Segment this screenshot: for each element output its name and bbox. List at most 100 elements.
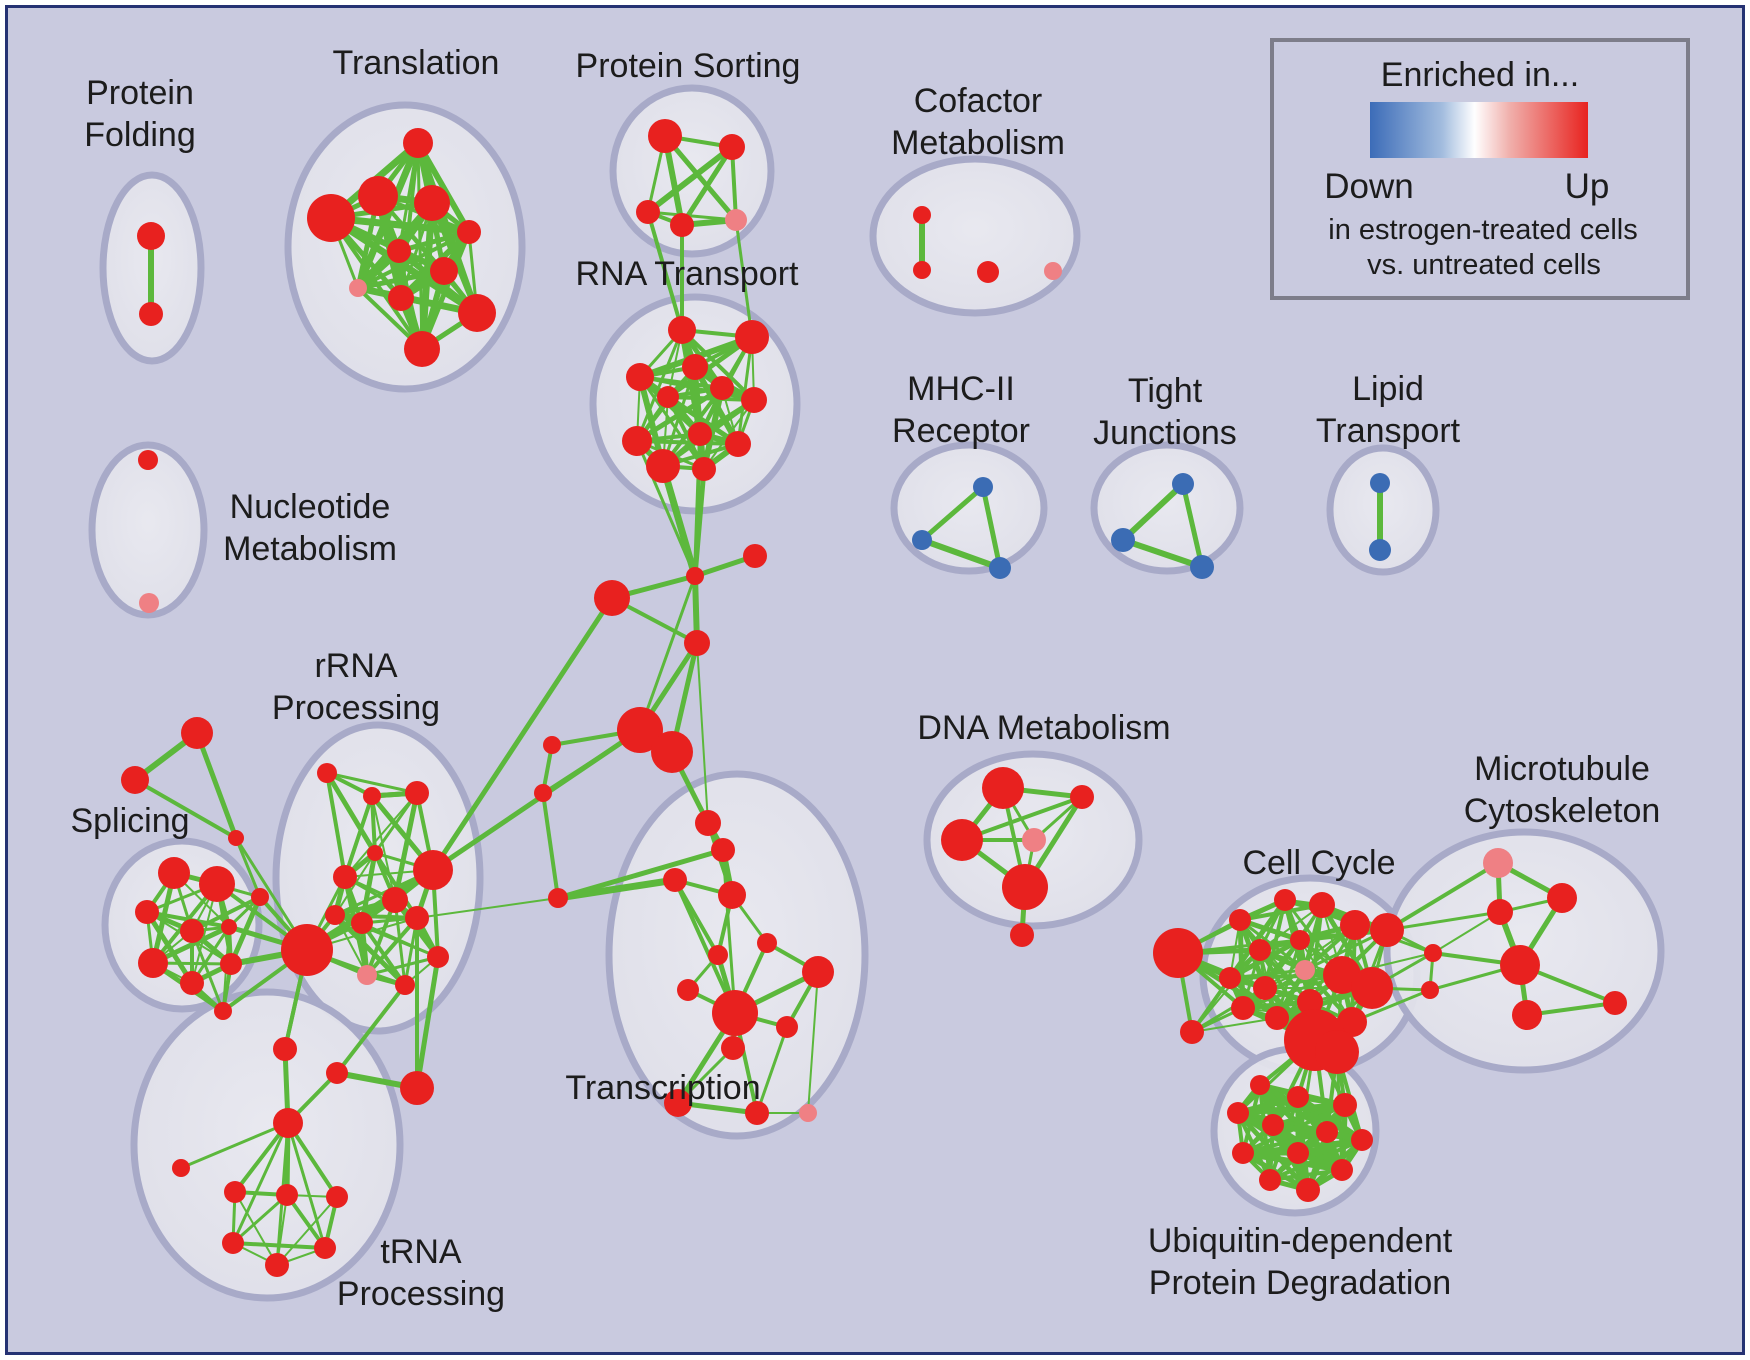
network-node xyxy=(1297,989,1323,1015)
network-edge xyxy=(638,375,756,402)
network-node xyxy=(139,302,163,326)
network-node xyxy=(670,213,694,237)
network-edge xyxy=(234,836,262,899)
network-node xyxy=(1227,1102,1249,1124)
cluster-label-transcription: Transcription xyxy=(565,1069,760,1107)
cluster-label-cell-cycle: Cell Cycle xyxy=(1242,844,1395,882)
network-node xyxy=(1351,1129,1373,1151)
network-edge xyxy=(286,1121,327,1250)
network-node xyxy=(1340,910,1370,940)
network-node xyxy=(358,176,398,216)
legend: Enriched in... Down Up in estrogen-treat… xyxy=(1270,38,1690,300)
network-node xyxy=(711,838,735,862)
network-edge xyxy=(980,484,1003,571)
network-node xyxy=(708,945,728,965)
network-node xyxy=(651,731,693,773)
network-node xyxy=(325,905,345,925)
network-edge xyxy=(430,595,615,873)
legend-caption-line1: in estrogen-treated cells xyxy=(1328,214,1638,246)
network-edge xyxy=(1191,1017,1278,1033)
network-node xyxy=(457,220,481,244)
network-edge xyxy=(635,328,684,443)
network-node xyxy=(534,784,552,802)
network-edge xyxy=(343,794,374,879)
network-node xyxy=(977,261,999,283)
network-node xyxy=(548,888,568,908)
cluster-label-ubiquitin-degradation: Ubiquitin-dependent xyxy=(1148,1222,1453,1260)
network-edge xyxy=(673,878,737,1015)
network-node xyxy=(688,422,712,446)
network-node xyxy=(718,881,746,909)
network-node xyxy=(1229,909,1251,931)
cluster-label-mhc-ii-receptor: Receptor xyxy=(892,412,1030,450)
network-edge xyxy=(736,335,754,446)
cluster-label-lipid-transport: Lipid xyxy=(1352,370,1424,408)
network-edge xyxy=(666,395,756,402)
network-node xyxy=(181,717,213,749)
network-node xyxy=(172,1159,190,1177)
network-node xyxy=(684,630,710,656)
network-edge xyxy=(145,910,231,929)
network-edge xyxy=(638,375,706,471)
network-node xyxy=(180,919,204,943)
network-node xyxy=(743,544,767,568)
network-node xyxy=(636,200,660,224)
network-node xyxy=(1111,528,1135,552)
network-node xyxy=(1249,939,1271,961)
network-node xyxy=(1265,1006,1289,1030)
network-edge xyxy=(365,955,440,977)
network-node xyxy=(712,990,758,1036)
network-edge xyxy=(693,432,702,578)
network-node xyxy=(1603,991,1627,1015)
network-node xyxy=(363,787,381,805)
network-node xyxy=(1370,913,1404,947)
cluster-label-cofactor-metabolism: Metabolism xyxy=(891,124,1065,162)
cluster-label-trna-processing: tRNA xyxy=(380,1233,462,1271)
network-edge xyxy=(430,727,643,873)
network-node xyxy=(1351,967,1393,1009)
network-node xyxy=(403,128,433,158)
network-edge xyxy=(333,913,419,920)
network-edge xyxy=(807,971,819,1114)
network-node xyxy=(333,865,357,889)
network-node xyxy=(1153,928,1203,978)
network-node xyxy=(137,222,165,250)
network-edge xyxy=(665,394,741,447)
network-edge xyxy=(555,847,726,901)
network-node xyxy=(351,912,373,934)
network-node xyxy=(622,426,652,456)
network-node xyxy=(776,1016,798,1038)
cluster-label-microtubule-cytoskeleton: Microtubule xyxy=(1474,750,1650,788)
legend-up-label: Up xyxy=(1565,167,1610,206)
network-node xyxy=(220,953,242,975)
network-node xyxy=(273,1037,297,1061)
network-node xyxy=(802,956,834,988)
network-node xyxy=(626,363,654,391)
network-node xyxy=(1180,1020,1204,1044)
network-edge xyxy=(344,792,418,878)
network-edge xyxy=(416,897,559,919)
legend-title: Enriched in... xyxy=(1381,56,1579,94)
network-node xyxy=(1172,473,1194,495)
network-node xyxy=(314,1237,336,1259)
network-node xyxy=(1421,981,1439,999)
network-node xyxy=(1290,930,1310,950)
network-edge xyxy=(231,1193,289,1245)
network-node xyxy=(1262,1114,1284,1136)
network-node xyxy=(1295,960,1315,980)
network-node xyxy=(387,239,411,263)
network-node xyxy=(357,965,377,985)
network-node xyxy=(757,933,777,953)
network-edge xyxy=(1268,1168,1344,1182)
network-node xyxy=(686,567,704,585)
network-node xyxy=(1253,976,1277,1000)
network-edge xyxy=(355,268,447,291)
network-node xyxy=(664,1089,692,1117)
network-edge xyxy=(194,730,239,841)
network-node xyxy=(973,477,993,497)
network-edge xyxy=(679,144,735,228)
network-node xyxy=(682,354,708,380)
network-edge xyxy=(1227,897,1288,981)
network-edge xyxy=(392,790,420,903)
network-edge xyxy=(734,218,754,339)
